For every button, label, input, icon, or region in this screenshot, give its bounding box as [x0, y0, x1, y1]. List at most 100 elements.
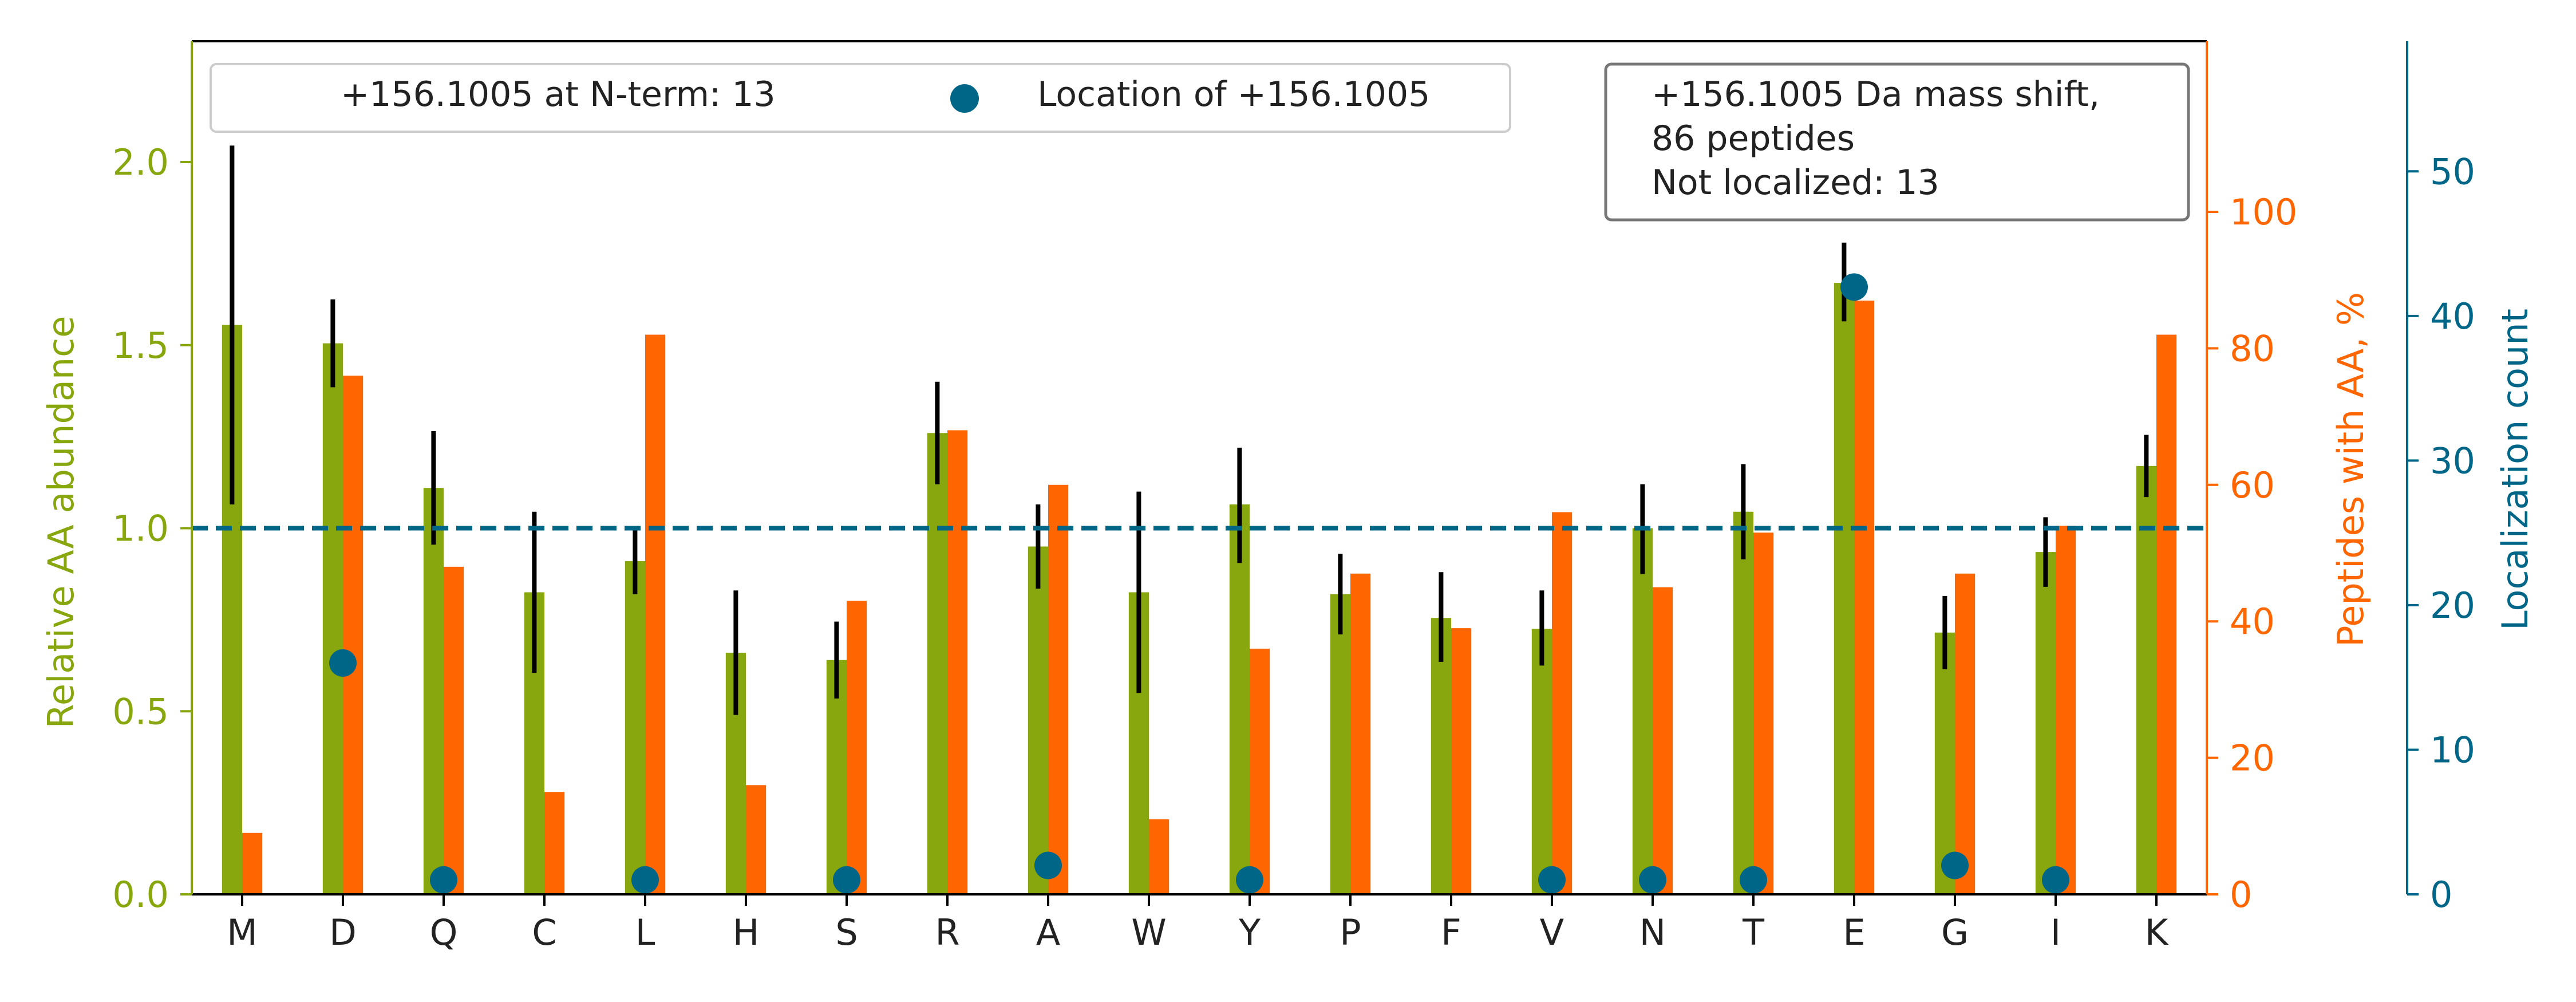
abundance-bar-Y: [1229, 504, 1250, 894]
peptides-bar-L: [645, 334, 666, 894]
localization-point-Q: [430, 866, 457, 894]
peptides-bar-K: [2156, 334, 2177, 894]
peptides-bar-I: [2056, 526, 2076, 894]
x-tick-label-M: M: [227, 912, 258, 953]
peptides-bar-H: [746, 785, 767, 894]
y-right-tick-label-0: 0: [2230, 874, 2252, 916]
y-right2-tick-label-2: 20: [2430, 585, 2475, 626]
localization-point-N: [1639, 866, 1666, 894]
peptides-bar-N: [1653, 587, 1673, 894]
error-bars-layer: [230, 145, 2149, 715]
x-tick-label-P: P: [1340, 912, 1361, 953]
x-tick-label-S: S: [835, 912, 858, 953]
axes-layer: M D Q C L H S R A W Y P F V N T E G I K 0.0 0.5 1.0 1.5 2.0 0 20 40…: [112, 40, 2475, 953]
x-tick-label-A: A: [1036, 912, 1060, 953]
x-tick-label-N: N: [1639, 912, 1666, 953]
peptides-bar-G: [1955, 573, 1976, 894]
legend-entry-nterm: +156.1005 at N-term: 13: [341, 74, 776, 115]
x-tick-label-W: W: [1131, 912, 1166, 953]
x-tick-label-Y: Y: [1238, 912, 1261, 953]
x-tick-label-G: G: [1941, 912, 1969, 953]
localization-point-E: [1840, 273, 1868, 301]
peptides-bar-D: [343, 376, 364, 894]
localization-point-Y: [1236, 866, 1263, 894]
abundance-bar-E: [1834, 283, 1854, 895]
abundance-bar-V: [1531, 629, 1552, 894]
y-axis-right2-label: Localization count: [2494, 309, 2536, 630]
peptides-bar-Q: [444, 566, 464, 894]
y-right2-tick-label-4: 40: [2430, 295, 2475, 337]
x-tick-label-H: H: [733, 912, 760, 953]
abundance-bar-L: [625, 561, 645, 894]
annotation-box: +156.1005 Da mass shift, 86 peptides Not…: [1604, 62, 2190, 222]
y-axis-right-label: Peptides with AA, %: [2330, 292, 2372, 647]
y-right2-tick-label-3: 30: [2430, 440, 2475, 482]
localization-points-layer: [329, 273, 2069, 894]
localization-point-D: [329, 649, 357, 677]
abundance-bar-T: [1733, 511, 1753, 894]
abundance-bar-G: [1934, 632, 1955, 894]
y-left-tick-label-0: 0.0: [112, 874, 169, 916]
peptides-bar-R: [947, 430, 968, 894]
annotation-line-3: Not localized: 13: [1652, 163, 1939, 203]
legend-marker-location: [950, 84, 979, 113]
legend: +156.1005 at N-term: 13 Location of +156…: [210, 63, 1511, 133]
y-axis-left-label: Relative AA abundance: [40, 316, 82, 729]
abundance-bar-I: [2035, 552, 2056, 894]
y-left-tick-label-3: 1.5: [112, 325, 169, 366]
localization-point-A: [1034, 851, 1062, 879]
y-right-tick-label-5: 100: [2230, 191, 2297, 233]
x-tick-label-T: T: [1742, 912, 1765, 953]
x-tick-label-Q: Q: [430, 912, 458, 953]
y-right-tick-label-2: 40: [2230, 601, 2275, 642]
bars-layer: [222, 283, 2177, 895]
localization-point-L: [631, 866, 659, 894]
y-right2-tick-label-1: 10: [2430, 729, 2475, 771]
peptides-bar-W: [1149, 819, 1170, 894]
x-tick-label-C: C: [532, 912, 556, 953]
peptides-bar-V: [1552, 512, 1573, 894]
peptides-bar-C: [544, 792, 565, 894]
peptides-bar-T: [1753, 532, 1774, 894]
x-tick-label-K: K: [2145, 912, 2169, 953]
x-tick-label-V: V: [1540, 912, 1564, 953]
abundance-bar-D: [322, 343, 343, 894]
localization-point-V: [1538, 866, 1566, 894]
peptides-bar-F: [1451, 628, 1472, 894]
localization-point-T: [1740, 866, 1767, 894]
abundance-bar-P: [1330, 594, 1350, 894]
x-tick-label-I: I: [2050, 912, 2061, 953]
x-tick-label-R: R: [935, 912, 959, 953]
peptides-bar-E: [1854, 300, 1875, 895]
y-left-tick-label-2: 1.0: [112, 508, 169, 550]
peptides-bar-Y: [1250, 648, 1270, 894]
x-tick-label-L: L: [635, 912, 655, 953]
y-right-tick-label-3: 60: [2230, 464, 2275, 506]
localization-point-G: [1941, 851, 1969, 879]
y-right-tick-label-1: 20: [2230, 737, 2275, 779]
annotation-line-2: 86 peptides: [1652, 119, 1855, 159]
abundance-bar-Q: [423, 488, 444, 894]
abundance-bar-R: [927, 433, 947, 894]
y-right-tick-label-4: 80: [2230, 328, 2275, 369]
y-left-tick-label-4: 2.0: [112, 141, 169, 183]
y-right2-tick-label-5: 50: [2430, 151, 2475, 192]
peptides-bar-A: [1048, 484, 1069, 894]
peptides-bar-M: [242, 833, 263, 894]
x-tick-label-E: E: [1843, 912, 1865, 953]
legend-entry-location: Location of +156.1005: [1037, 74, 1430, 115]
localization-point-I: [2042, 866, 2069, 894]
localization-point-S: [833, 866, 860, 894]
abundance-bar-A: [1028, 546, 1048, 894]
y-left-tick-label-1: 0.5: [112, 691, 169, 732]
peptides-bar-S: [847, 601, 867, 894]
abundance-bar-K: [2136, 466, 2156, 894]
legend-box: [210, 63, 1511, 133]
x-tick-label-D: D: [329, 912, 357, 953]
annotation-line-1: +156.1005 Da mass shift,: [1652, 74, 2100, 115]
y-right2-tick-label-0: 0: [2430, 874, 2452, 916]
peptides-bar-P: [1350, 573, 1371, 894]
abundance-bar-S: [826, 660, 847, 894]
x-tick-label-F: F: [1441, 912, 1461, 953]
